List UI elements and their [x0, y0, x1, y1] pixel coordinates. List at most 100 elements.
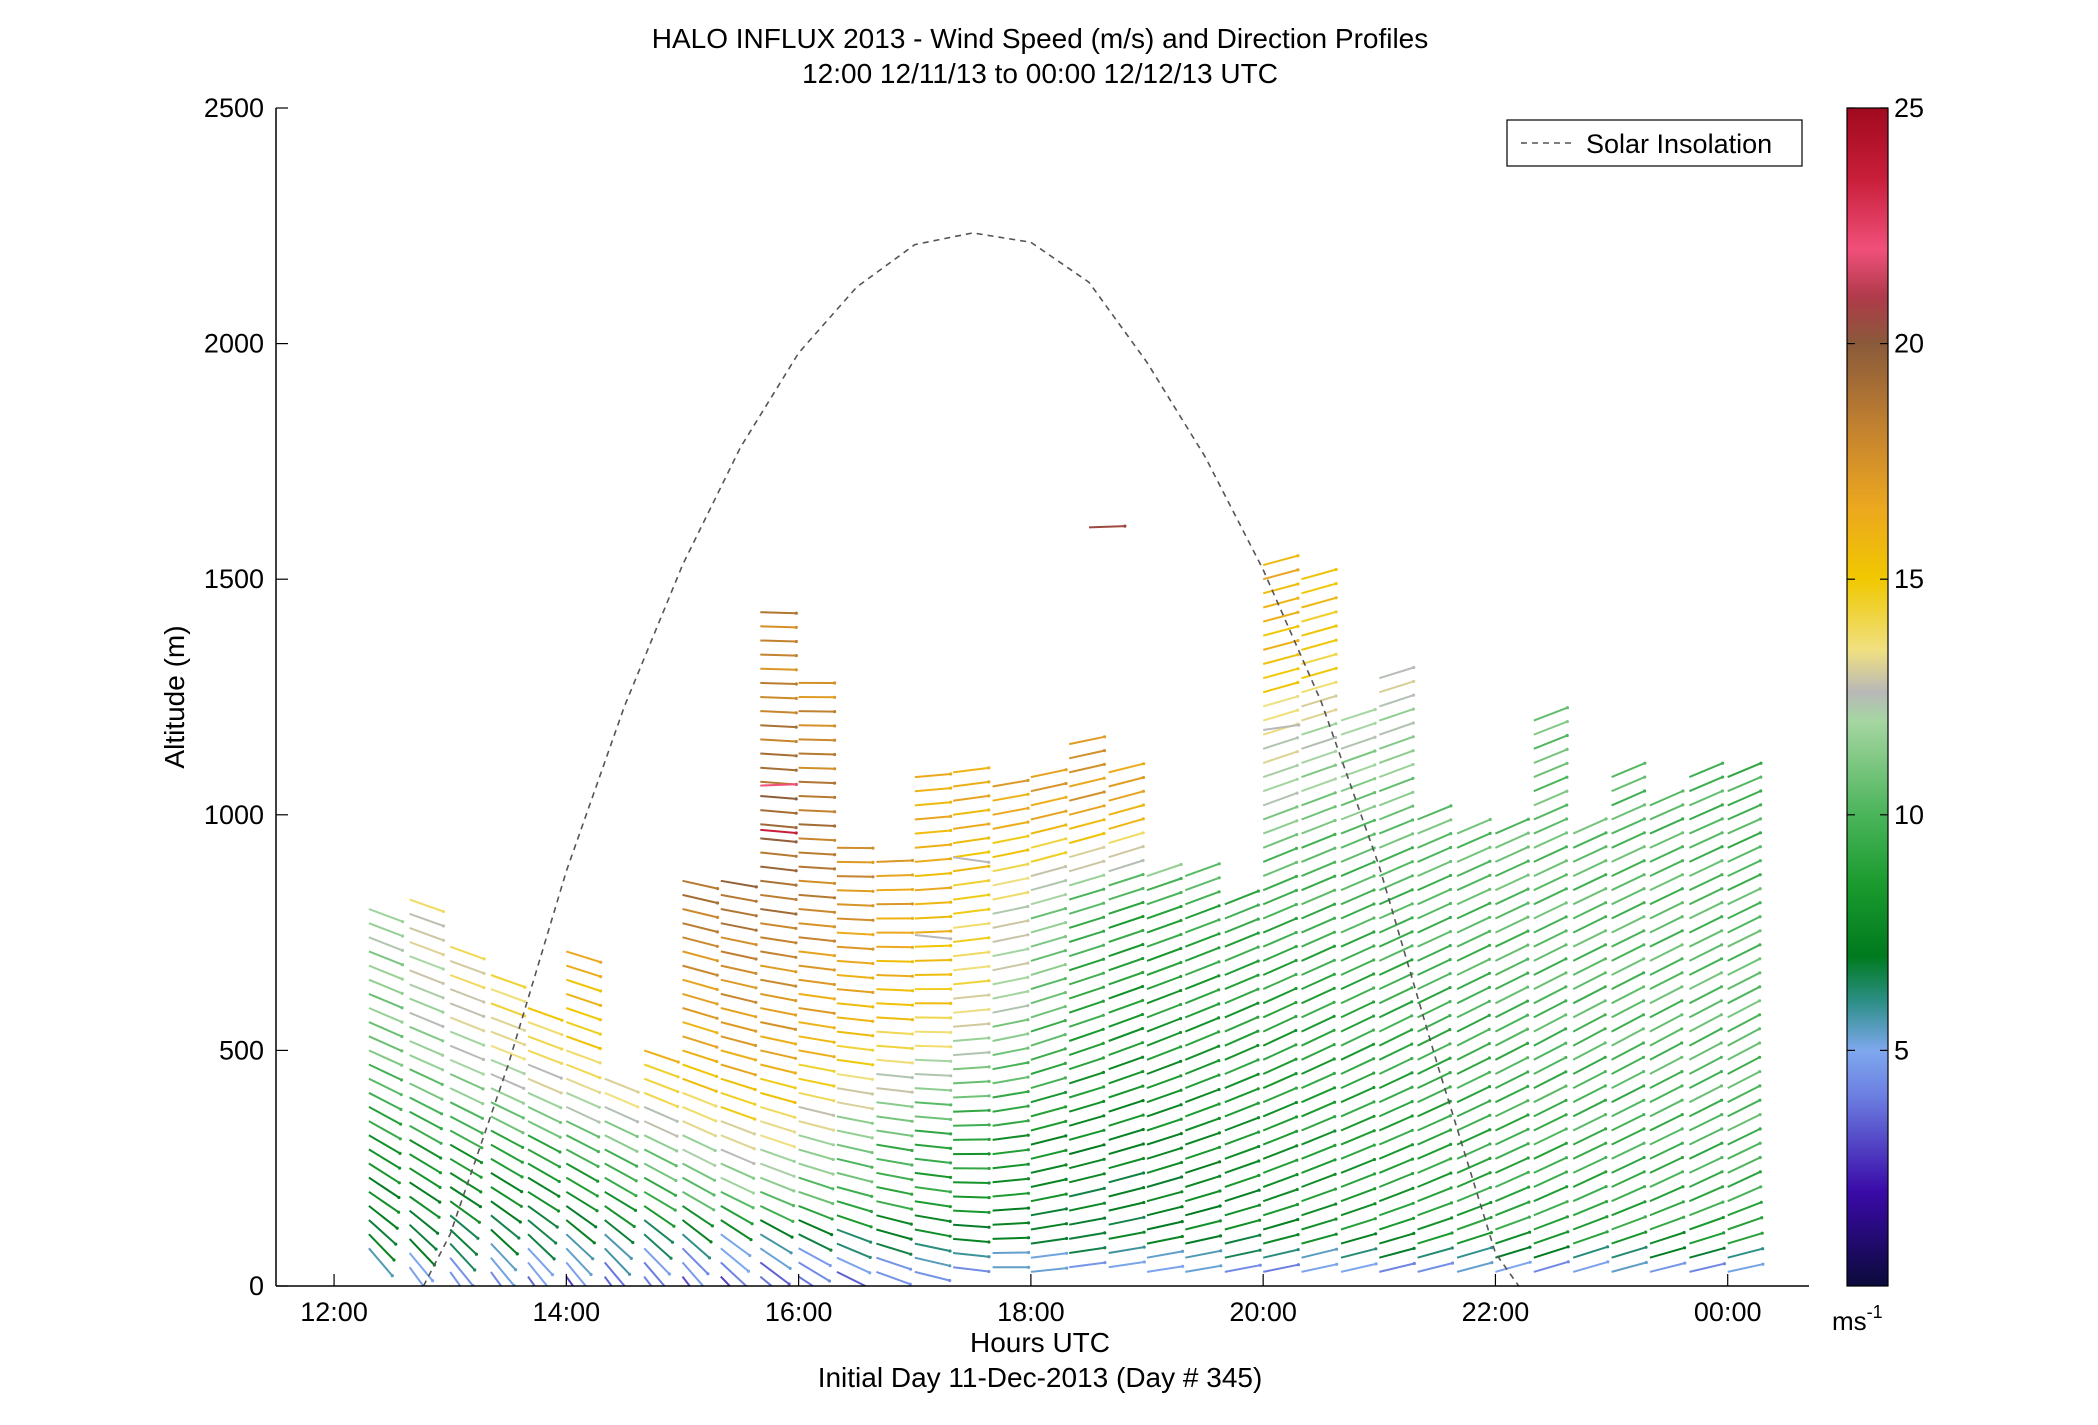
wind-barb-head-1049: [1642, 1113, 1646, 1117]
wind-barb-head-82: [519, 1204, 523, 1208]
wind-barb-head-153: [635, 1134, 639, 1139]
wind-barb-head-1117: [1720, 1141, 1724, 1145]
wind-barb-1034: [1572, 873, 1607, 892]
wind-barb-head-348: [871, 918, 875, 922]
wind-barb-head-696: [1294, 1115, 1299, 1119]
wind-barb-266: [760, 795, 797, 800]
wind-barb-13: [368, 1063, 402, 1081]
wind-barb-459: [992, 1221, 1029, 1226]
wind-barb-head-1033: [1604, 887, 1608, 891]
wind-barb-48: [409, 941, 444, 956]
wind-barb-1123: [1688, 1056, 1722, 1075]
wind-barb-head-983: [1564, 1027, 1568, 1031]
wind-barb-head-71: [482, 1014, 486, 1019]
wind-barb-971: [1533, 1200, 1568, 1217]
wind-barb-head-193: [715, 1016, 719, 1020]
wind-barb-head-503: [1063, 1090, 1068, 1094]
wind-barb-head-730: [1296, 639, 1300, 643]
wind-barb-31: [409, 1181, 441, 1203]
wind-barb-131: [565, 1091, 600, 1109]
wind-barb-head-302: [832, 968, 836, 972]
wind-barb-head-132: [598, 1090, 602, 1095]
wind-barb-591: [1108, 887, 1144, 901]
wind-barb-1135: [1688, 887, 1723, 906]
wind-barb-head-879: [1448, 1128, 1453, 1132]
wind-barb-head-215: [753, 1117, 757, 1121]
wind-barb-757: [1301, 973, 1335, 991]
wind-barb-head-785: [1334, 582, 1338, 586]
wind-barb-201: [682, 893, 718, 904]
wind-barb-head-524: [1064, 795, 1068, 799]
wind-barb-head-951: [1525, 1027, 1529, 1031]
wind-barb-147: [604, 1205, 635, 1228]
wind-barb-1054: [1611, 1042, 1644, 1061]
wind-barb-934: [1456, 818, 1491, 835]
wind-barb-head-653: [1217, 932, 1221, 936]
wind-barb-702: [1262, 1029, 1297, 1047]
wind-barb-950: [1494, 1042, 1528, 1061]
wind-barb-head-288: [831, 1172, 835, 1176]
wind-barb-head-420: [987, 1269, 991, 1274]
wind-barb-203: [720, 1275, 732, 1286]
wind-barb-head-49: [441, 938, 445, 942]
wind-barb-head-580: [1140, 1041, 1145, 1045]
wind-barb-390: [914, 1186, 951, 1193]
wind-barb-head-1098: [1680, 929, 1684, 933]
wind-barb-head-91: [522, 1072, 526, 1076]
wind-barb-head-244: [793, 1115, 797, 1119]
wind-barb-head-910: [1488, 1156, 1492, 1160]
wind-barb-700: [1262, 1058, 1297, 1075]
wind-barb-123: [565, 1205, 597, 1228]
wind-barb-886: [1417, 1028, 1451, 1047]
wind-barb-head-1078: [1682, 1215, 1686, 1219]
wind-barb-head-413: [949, 857, 953, 861]
wind-barb-head-175: [705, 1288, 708, 1291]
wind-barb-head-791: [1373, 1202, 1377, 1206]
wind-barb-264: [760, 823, 797, 829]
wind-barb-415: [914, 829, 951, 835]
wind-barb-head-646: [1217, 1030, 1221, 1034]
wind-barb-head-858: [1411, 818, 1415, 822]
wind-barb-939: [1495, 1201, 1530, 1217]
wind-barb-248: [760, 1049, 796, 1060]
wind-barb-245: [760, 1091, 796, 1104]
wind-barb-head-885: [1448, 1042, 1452, 1046]
wind-barb-head-1118: [1720, 1127, 1724, 1131]
wind-barb-head-548: [1101, 957, 1106, 961]
wind-barb-head-894: [1448, 915, 1452, 920]
wind-barb-542: [1068, 1042, 1104, 1057]
wind-barb-head-1168: [1758, 929, 1762, 933]
wind-barb-head-760: [1332, 930, 1336, 934]
wind-barb-811: [1340, 917, 1375, 934]
wind-barb-head-1037: [1604, 831, 1608, 835]
wind-barb-head-876: [1449, 1171, 1453, 1175]
wind-barb-1101: [1649, 887, 1683, 906]
wind-barb-head-1028: [1603, 957, 1607, 961]
wind-barb-667: [1224, 1145, 1260, 1160]
wind-barb-head-541: [1101, 1056, 1105, 1060]
wind-barb-23: [368, 922, 403, 937]
wind-barb-642: [1184, 1088, 1220, 1104]
wind-barb-1126: [1688, 1013, 1722, 1033]
wind-barb-339: [836, 1044, 873, 1052]
wind-barb-202: [682, 879, 718, 890]
wind-barb-head-590: [1141, 900, 1145, 905]
wind-barb-170: [643, 1091, 678, 1108]
wind-barb-238: [759, 1190, 794, 1207]
wind-barb-1013: [1572, 1170, 1607, 1188]
wind-barb-1015: [1572, 1142, 1607, 1160]
wind-barb-285: [798, 1204, 833, 1220]
wind-barb-616: [1146, 1045, 1181, 1061]
wind-barb-head-211: [752, 1176, 756, 1180]
wind-barb-685: [1224, 890, 1259, 906]
wind-barb-954: [1494, 986, 1529, 1005]
wind-barb-615: [1146, 1060, 1182, 1075]
wind-barb-head-271: [794, 725, 798, 729]
wind-barb-head-839: [1410, 1085, 1414, 1089]
wind-barb-348: [836, 917, 873, 922]
wind-barb-head-572: [1141, 1156, 1145, 1161]
wind-barb-133: [565, 1063, 601, 1079]
wind-barb-head-973: [1564, 1170, 1568, 1174]
wind-barb-1180: [1727, 762, 1762, 779]
wind-barb-872: [1417, 1232, 1453, 1245]
